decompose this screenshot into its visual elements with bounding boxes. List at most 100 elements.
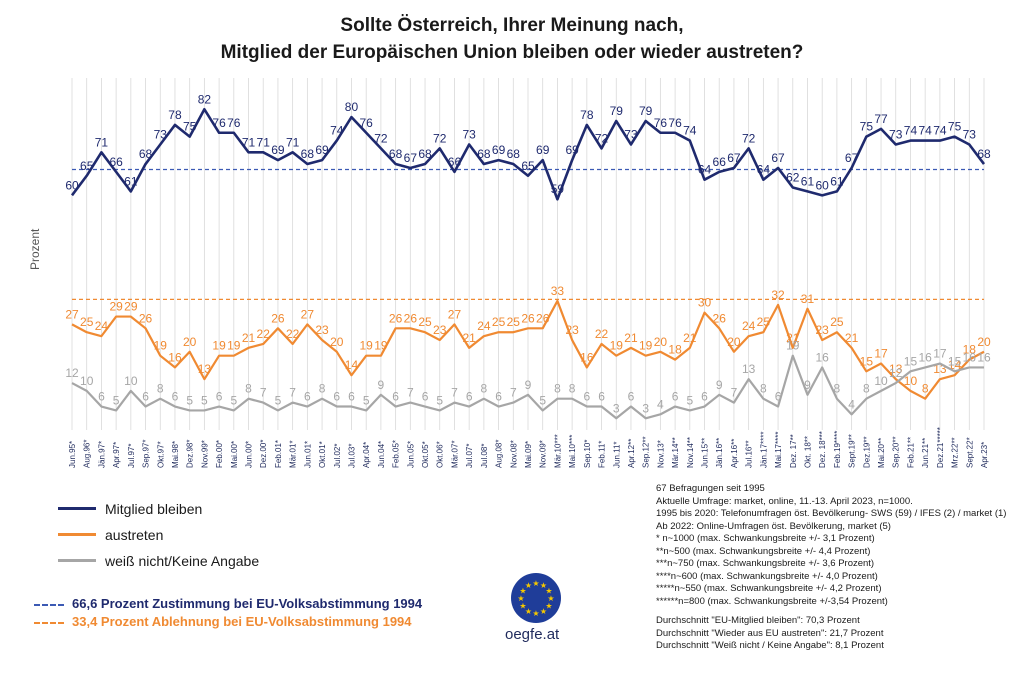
note-line: Aktuelle Umfrage: market, online, 11.-13… — [656, 495, 913, 507]
x-tick-label: Okt.97* — [156, 441, 165, 468]
data-label: 72 — [433, 131, 447, 145]
x-tick-label: Jul.08* — [480, 444, 489, 468]
star-icon: ★ — [519, 587, 526, 596]
legend-item-austreten: austreten — [58, 526, 163, 544]
x-tick-label: Jän.16** — [715, 438, 724, 468]
data-label: 15 — [860, 354, 874, 368]
data-label: 9 — [716, 378, 723, 392]
data-label: 74 — [683, 124, 697, 138]
data-label: 7 — [451, 386, 458, 400]
x-tick-label: Dez. 18*** — [818, 431, 827, 468]
data-label: 10 — [874, 374, 888, 388]
data-label: 6 — [333, 390, 340, 404]
data-label: 26 — [139, 311, 153, 325]
data-label: 67 — [771, 151, 785, 165]
data-label: 30 — [698, 296, 712, 310]
dash-swatch — [34, 603, 64, 606]
star-icon: ★ — [519, 602, 526, 611]
x-tick-label: Feb.01* — [274, 440, 283, 468]
data-label: 72 — [742, 131, 756, 145]
x-tick-label: Dez.19** — [862, 436, 871, 468]
data-label: 23 — [433, 323, 447, 337]
data-label: 21 — [683, 331, 697, 345]
data-label: 10 — [904, 374, 918, 388]
data-label: 6 — [775, 390, 782, 404]
data-label: 5 — [436, 393, 443, 407]
data-label: 15 — [904, 354, 918, 368]
x-tick-label: Mrz.22** — [951, 437, 960, 468]
note-line: *****n~550 (max. Schwankungsbreite +/- 4… — [656, 583, 882, 594]
x-tick-label: Dez.98* — [186, 440, 195, 468]
data-label: 25 — [418, 315, 432, 329]
legend-label: austreten — [105, 526, 164, 543]
x-tick-label: Nov.09* — [539, 440, 548, 468]
note-line: **n~500 (max. Schwankungsbreite +/- 4,4 … — [656, 545, 871, 557]
data-label: 20 — [183, 335, 197, 349]
data-label: 4 — [657, 397, 664, 411]
x-tick-label: Jun.21** — [921, 438, 930, 468]
data-label: 32 — [771, 288, 785, 302]
star-icon: ★ — [532, 609, 539, 618]
data-label: 8 — [157, 382, 164, 396]
data-label: 25 — [757, 315, 771, 329]
data-label: 6 — [142, 390, 149, 404]
data-label: 15 — [948, 354, 962, 368]
data-label: 61 — [830, 174, 844, 188]
data-label: 16 — [816, 350, 830, 364]
data-label: 6 — [304, 390, 311, 404]
data-label: 78 — [580, 108, 594, 122]
note-line: Durchschnitt "Weiß nicht / Keine Angabe"… — [656, 640, 884, 651]
data-label: 25 — [80, 315, 94, 329]
data-label: 24 — [477, 319, 491, 333]
x-tick-label: Jun.15** — [701, 438, 710, 468]
legend-item-bleiben: Mitglied bleiben — [58, 500, 202, 518]
legend-swatch — [58, 559, 96, 563]
data-label: 24 — [95, 319, 109, 333]
data-label: 10 — [124, 374, 138, 388]
data-label: 74 — [904, 124, 918, 138]
x-tick-label: Jul.02* — [333, 444, 342, 468]
x-tick-label: Mai.20** — [877, 438, 886, 468]
data-label: 18 — [963, 343, 977, 357]
legend-label: Mitglied bleiben — [105, 500, 203, 517]
data-label: 7 — [260, 386, 267, 400]
data-label: 6 — [495, 390, 502, 404]
data-label: 76 — [227, 116, 241, 130]
data-label: 71 — [286, 135, 300, 149]
data-label: 6 — [172, 390, 179, 404]
star-icon: ★ — [517, 594, 524, 603]
data-label: 22 — [595, 327, 609, 341]
note-line: Ab 2022: Online-Umfragen öst. Bevölkerun… — [656, 520, 891, 532]
data-label: 29 — [109, 300, 123, 314]
star-icon: ★ — [545, 602, 552, 611]
data-label: 8 — [569, 382, 576, 396]
data-label: 7 — [510, 386, 517, 400]
x-tick-label: Sep.97* — [142, 440, 151, 468]
data-label: 26 — [404, 311, 418, 325]
data-label: 72 — [595, 131, 609, 145]
x-tick-label: Apr.16** — [730, 439, 739, 468]
reference-label: 33,4 Prozent Ablehnung bei EU-Volksabsti… — [72, 614, 412, 629]
data-label: 69 — [271, 143, 285, 157]
x-tick-label: Apr.23* — [980, 442, 989, 468]
reference-legend-ablehnung: 33,4 Prozent Ablehnung bei EU-Volksabsti… — [34, 614, 412, 629]
data-label: 76 — [654, 116, 668, 130]
legend-label: weiß nicht/Keine Angabe — [105, 552, 260, 569]
data-label: 26 — [271, 311, 285, 325]
x-tick-label: Jän.17**** — [759, 432, 768, 468]
data-label: 75 — [948, 120, 962, 134]
x-tick-label: Jul.97* — [127, 444, 136, 468]
data-label: 8 — [760, 382, 767, 396]
x-tick-label: Mär.10*** — [553, 434, 562, 468]
data-label: 5 — [186, 393, 193, 407]
legend-item-weissnicht: weiß nicht/Keine Angabe — [58, 552, 259, 570]
note-line: Durchschnitt "Wieder aus EU austreten": … — [656, 627, 884, 639]
data-label: 6 — [598, 390, 605, 404]
x-tick-label: Nov.99* — [200, 440, 209, 468]
data-label: 22 — [286, 327, 300, 341]
data-label: 64 — [698, 163, 712, 177]
data-label: 19 — [360, 339, 374, 353]
data-label: 21 — [845, 331, 859, 345]
star-icon: ★ — [525, 581, 532, 590]
